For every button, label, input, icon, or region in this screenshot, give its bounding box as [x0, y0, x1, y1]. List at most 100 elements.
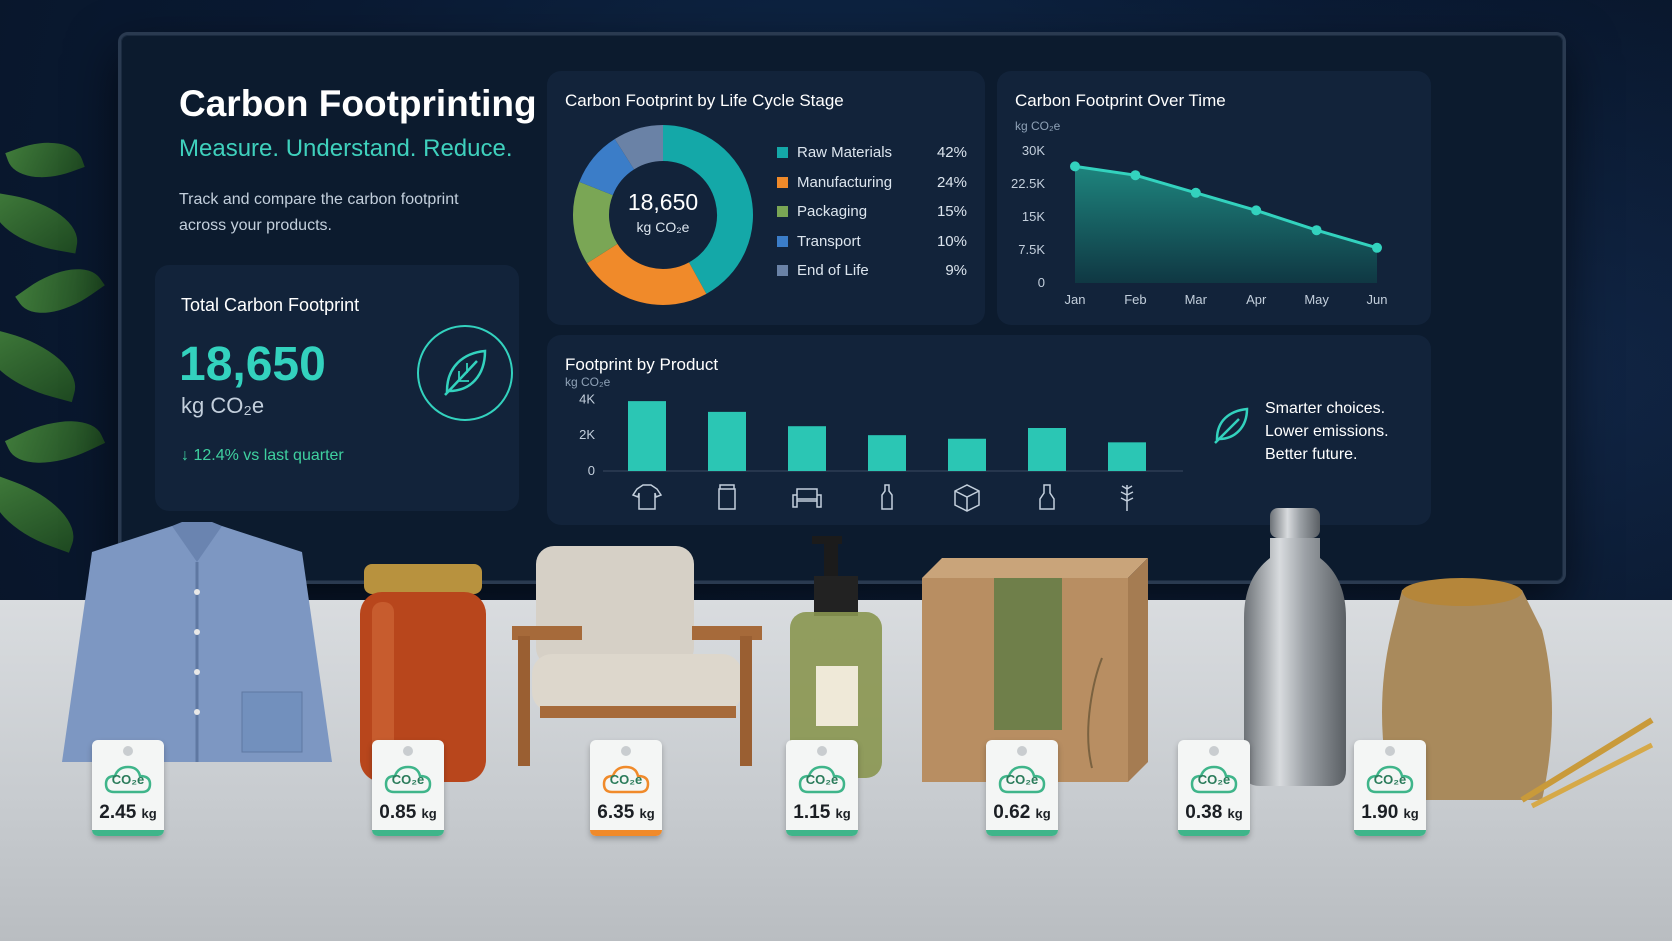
legend-item[interactable]: Transport 10% — [777, 232, 967, 252]
area-chart: 0 7.5K 15K 22.5K 30K Jan Feb Mar Apr May Jun — [1011, 143, 1388, 307]
area-fill — [1075, 166, 1377, 283]
legend-item[interactable]: End of Life 9% — [777, 261, 967, 281]
tag-hole — [817, 746, 827, 756]
legend-item[interactable]: Raw Materials 42% — [777, 143, 967, 163]
product-bar[interactable] — [868, 435, 906, 471]
carbon-tag[interactable]: CO₂e 0.38 kg — [1178, 740, 1250, 836]
donut-slice-raw-materials[interactable] — [662, 125, 753, 294]
tag-badge-text: CO₂e — [805, 772, 839, 787]
product-bar[interactable] — [1108, 442, 1146, 471]
tag-value: 1.15 kg — [793, 802, 851, 823]
y-tick-label: 0 — [588, 463, 595, 478]
page-title: Carbon Footprinting — [179, 83, 537, 124]
legend-item[interactable]: Packaging 15% — [777, 202, 967, 222]
tag-hole — [1017, 746, 1027, 756]
product-chart-unit: kg CO₂e — [565, 375, 611, 389]
bottle-icon — [881, 484, 893, 510]
tag-hole — [123, 746, 133, 756]
legend-swatch — [777, 265, 788, 276]
tag-value: 6.35 kg — [597, 802, 655, 823]
dashboard-screen: Carbon Footprinting Measure. Understand.… — [118, 32, 1566, 584]
product-bar[interactable] — [628, 401, 666, 471]
bar-chart: 0 2K 4K — [579, 391, 1183, 512]
time-chart-title: Carbon Footprint Over Time — [1015, 91, 1226, 110]
tag-badge-text: CO₂e — [1197, 772, 1231, 787]
product-bar[interactable] — [1028, 428, 1066, 471]
carbon-tag[interactable]: CO₂e 0.85 kg — [372, 740, 444, 836]
cloud-icon — [104, 765, 152, 794]
flask-icon — [1039, 484, 1055, 510]
tag-color-bar — [92, 830, 164, 836]
donut-slice-end-of-life[interactable] — [614, 125, 664, 170]
legend-percent: 24% — [936, 173, 967, 191]
x-tick-label: Mar — [1185, 292, 1208, 307]
sauce-jar-product — [360, 562, 486, 782]
x-tick-label: Jun — [1367, 292, 1388, 307]
data-point[interactable] — [1311, 225, 1322, 236]
change-indicator: ↓ 12.4% vs last quarter — [181, 447, 344, 464]
shirt-product — [52, 522, 342, 784]
cloud-icon — [384, 765, 432, 794]
tag-color-bar — [372, 830, 444, 836]
y-tick-label: 2K — [579, 427, 595, 442]
product-chart-title: Footprint by Product — [565, 355, 719, 374]
legend-percent: 15% — [936, 203, 967, 220]
tag-hole — [621, 746, 631, 756]
total-footprint-card[interactable]: Total Carbon Footprint 18,650 kg CO₂e ↓ … — [155, 265, 519, 511]
carbon-tag[interactable]: CO₂e 6.35 kg — [590, 740, 662, 836]
x-tick-label: Apr — [1246, 292, 1267, 307]
legend-label: Packaging — [797, 203, 868, 220]
legend-item[interactable]: Manufacturing 24% — [777, 173, 967, 193]
tag-value: 2.45 kg — [99, 802, 157, 823]
y-tick-label: 0 — [1038, 275, 1045, 290]
carbon-tag[interactable]: CO₂e 1.15 kg — [786, 740, 858, 836]
legend-percent: 42% — [936, 144, 967, 161]
legend-label: Manufacturing — [797, 173, 893, 191]
tag-badge-text: CO₂e — [391, 772, 425, 787]
donut-slice-transport[interactable] — [579, 139, 635, 196]
data-point[interactable] — [1372, 242, 1382, 253]
jar-icon — [718, 484, 736, 510]
donut-slice-packaging[interactable] — [573, 181, 618, 264]
y-tick-label: 7.5K — [1018, 242, 1045, 257]
product-bar[interactable] — [788, 426, 826, 471]
y-tick-label: 15K — [1022, 209, 1045, 224]
series-line — [1074, 164, 1378, 250]
carbon-tag[interactable]: CO₂e 0.62 kg — [986, 740, 1058, 836]
legend-percent: 10% — [936, 232, 967, 250]
steel-bottle-product — [1240, 508, 1350, 786]
product-bar[interactable] — [948, 438, 986, 471]
slogan-leaf-icon — [1207, 401, 1253, 452]
legend-swatch — [777, 147, 788, 158]
tag-badge-text: CO₂e — [1373, 772, 1407, 787]
carbon-tag[interactable]: CO₂e 2.45 kg — [92, 740, 164, 836]
slogan-line-1: Smarter choices. — [1265, 400, 1386, 417]
tag-color-bar — [1178, 830, 1250, 836]
data-point[interactable] — [1130, 170, 1141, 181]
box-icon — [954, 484, 980, 512]
legend-swatch — [777, 206, 788, 217]
product-bar[interactable] — [708, 411, 746, 471]
data-point[interactable] — [1190, 187, 1201, 198]
x-tick-label: Jan — [1065, 292, 1086, 307]
product-chart-panel: Footprint by Product kg CO₂e 0 2K 4K Smart… — [547, 335, 1431, 525]
donut-title: Carbon Footprint by Life Cycle Stage — [565, 91, 844, 110]
carbon-tag[interactable]: CO₂e 1.90 kg — [1354, 740, 1426, 836]
data-point[interactable] — [1251, 205, 1262, 216]
cloud-icon — [602, 765, 650, 794]
donut-center-unit: kg CO₂e — [636, 219, 690, 235]
tag-hole — [1209, 746, 1219, 756]
soap-bottle-product — [786, 536, 886, 778]
data-point[interactable] — [1070, 161, 1080, 172]
tag-color-bar — [786, 830, 858, 836]
donut-slice-manufacturing[interactable] — [587, 243, 707, 305]
y-tick-label: 30K — [1022, 143, 1045, 158]
slogan-line-2: Lower emissions. — [1265, 423, 1389, 440]
total-card-title: Total Carbon Footprint — [181, 295, 360, 315]
lifecycle-donut-panel: Carbon Footprint by Life Cycle Stage 18,… — [547, 71, 985, 325]
tag-value: 1.90 kg — [1361, 802, 1419, 823]
tag-badge-text: CO₂e — [609, 772, 643, 787]
x-tick-label: Feb — [1124, 292, 1146, 307]
tag-value: 0.38 kg — [1185, 802, 1243, 823]
time-chart-unit: kg CO₂e — [1015, 119, 1061, 133]
